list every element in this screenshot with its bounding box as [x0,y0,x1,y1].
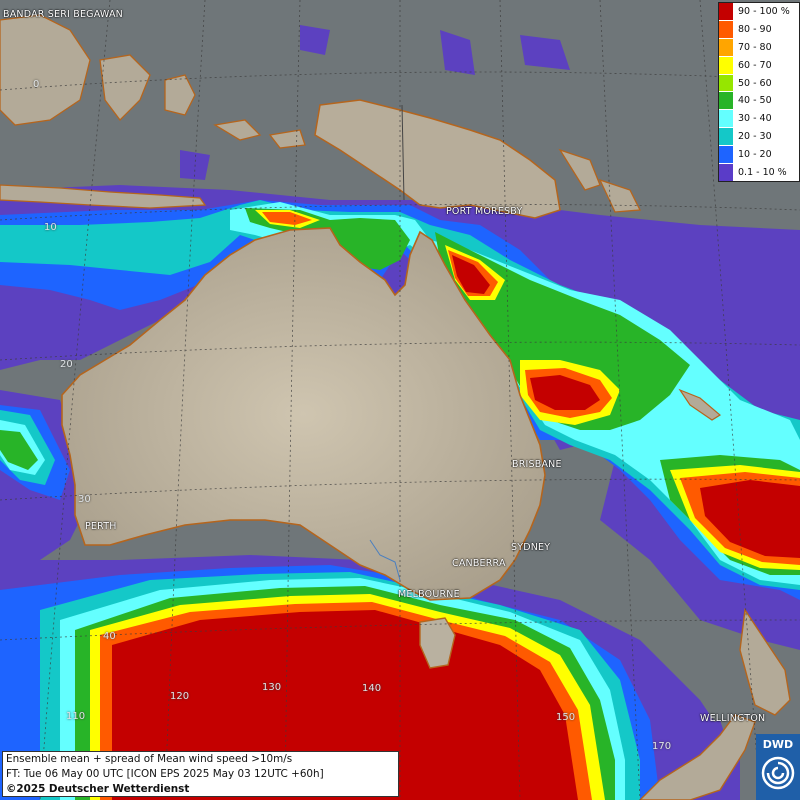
legend-swatch [719,92,734,110]
lon-label-110: 110 [66,711,86,722]
new-guinea-landmass [314,99,561,219]
lat-label-40: 40 [103,631,116,642]
legend-swatch [719,56,734,74]
legend-swatch [719,110,734,128]
copyright-text: ©2025 Deutscher Wetterdienst [6,783,190,795]
legend-label: 40 - 50 [738,95,772,107]
legend-row: 0.1 - 10 % [719,164,799,181]
forecast-time: FT: Tue 06 May 00 UTC [ICON EPS 2025 May… [6,768,324,780]
legend-swatch [719,3,734,20]
legend-row: 40 - 50 [719,92,799,111]
legend-row: 10 - 20 [719,146,799,165]
legend-swatch [719,20,734,38]
legend-swatch [719,74,734,92]
legend-swatch [719,38,734,56]
city-label-perth: PERTH [85,521,117,532]
legend-label: 50 - 60 [738,77,772,89]
legend-label: 90 - 100 % [738,5,790,17]
legend-row: 60 - 70 [719,56,799,75]
legend-swatch [719,146,734,164]
lat-label-10: 10 [44,222,57,233]
new-caledonia [678,388,722,421]
legend-label: 20 - 30 [738,131,772,143]
legend-label: 80 - 90 [738,23,772,35]
dwd-logo-text: DWD [762,738,794,751]
legend-row: 50 - 60 [719,74,799,93]
tasmania [419,617,456,669]
legend-row: 80 - 90 [719,20,799,39]
legend-swatch [719,128,734,146]
legend-label: 30 - 40 [738,113,772,125]
legend-label: 60 - 70 [738,59,772,71]
lat-label-0: 0 [33,79,40,90]
legend-row: 30 - 40 [719,110,799,129]
lat-label-30: 30 [78,494,91,505]
legend-label: 70 - 80 [738,41,772,53]
legend-row: 90 - 100 % [719,3,799,21]
australia-landmass [61,227,546,669]
city-label-port-moresby: PORT MORESBY [446,206,523,217]
lon-label-140: 140 [362,683,382,694]
new-zealand-landmass [639,608,791,800]
city-label-brisbane: BRISBANE [512,459,562,470]
legend-row: 70 - 80 [719,38,799,57]
city-label-canberra: CANBERRA [452,558,506,569]
product-title: Ensemble mean + spread of Mean wind spee… [6,753,293,765]
legend-label: 0.1 - 10 % [738,166,787,178]
info-box: Ensemble mean + spread of Mean wind spee… [2,751,399,797]
city-label-sydney: SYDNEY [511,542,551,553]
lon-label-150: 150 [556,712,576,723]
lon-label-130: 130 [262,682,282,693]
city-label-wellington: WELLINGTON [700,713,766,724]
city-label-bandar-seri-begawan: BANDAR SERI BEGAWAN [3,9,123,20]
legend-row: 20 - 30 [719,128,799,147]
dwd-logo: DWD [756,734,800,800]
indonesia-islands [0,14,642,213]
legend: 90 - 100 % 80 - 90 70 - 80 60 - 70 50 - … [718,2,800,182]
lon-label-170: 170 [652,741,672,752]
legend-label: 10 - 20 [738,149,772,161]
legend-swatch [719,164,734,181]
lat-label-20: 20 [60,359,73,370]
swirl-icon [761,756,795,790]
city-label-melbourne: MELBOURNE [398,589,460,600]
lon-label-120: 120 [170,691,190,702]
